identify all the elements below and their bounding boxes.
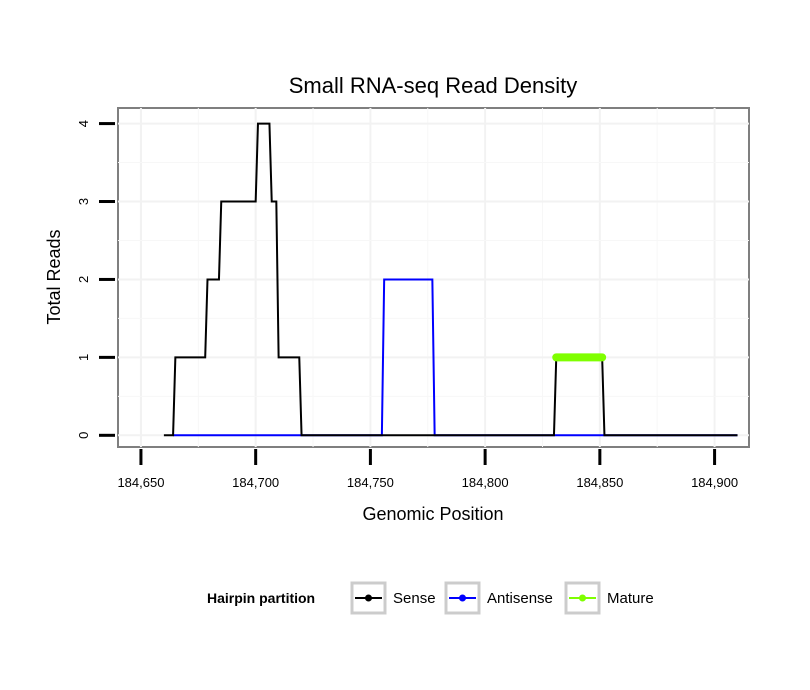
legend-title: Hairpin partition <box>207 590 315 606</box>
legend-label-mature: Mature <box>607 590 654 607</box>
x-axis-title: Genomic Position <box>362 504 503 524</box>
y-axis: 0 1 2 3 4 <box>76 120 115 439</box>
y-tick-label: 1 <box>76 354 91 361</box>
legend: Hairpin partition Sense Antisense Mature <box>207 581 654 615</box>
x-tick-label: 184,800 <box>462 475 509 490</box>
legend-label-sense: Sense <box>393 590 436 607</box>
series-layer <box>163 122 738 437</box>
grid-lines <box>118 108 749 447</box>
y-tick-label: 2 <box>76 276 91 283</box>
y-axis-title: Total Reads <box>44 229 64 324</box>
legend-swatch-point-mature <box>579 594 586 602</box>
legend-swatch-point-sense <box>365 594 372 602</box>
series-line-sense <box>163 122 738 437</box>
x-tick-label: 184,700 <box>232 475 279 490</box>
x-tick-label: 184,900 <box>691 475 738 490</box>
chart-title: Small RNA-seq Read Density <box>289 73 578 98</box>
x-axis: 184,650 184,700 184,750 184,800 184,850 184,9… <box>117 449 738 490</box>
legend-swatch-point-antisense <box>459 594 466 602</box>
x-tick-label: 184,650 <box>117 475 164 490</box>
y-tick-label: 3 <box>76 198 91 205</box>
x-tick-label: 184,850 <box>576 475 623 490</box>
x-tick-label: 184,750 <box>347 475 394 490</box>
y-tick-label: 4 <box>76 120 91 127</box>
legend-label-antisense: Antisense <box>487 590 553 607</box>
y-tick-label: 0 <box>76 432 91 439</box>
